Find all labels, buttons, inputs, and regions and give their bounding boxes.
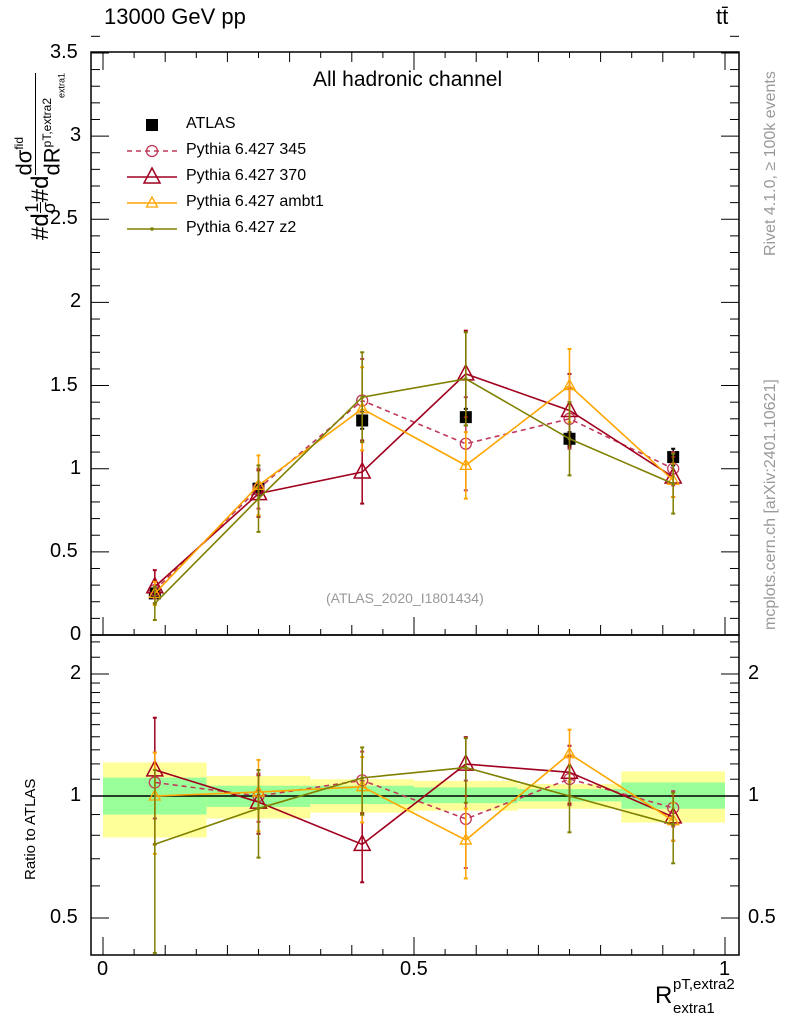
y-tick-label: 2 bbox=[70, 290, 82, 313]
y-tick-label: 3 bbox=[70, 124, 82, 147]
main-point-pythia-6-427-ambt1 bbox=[459, 458, 473, 471]
ratio-point-pythia-6-427-z2 bbox=[256, 806, 261, 811]
legend-label-345: Pythia 6.427 345 bbox=[186, 141, 307, 158]
main-point-pythia-6-427-z2 bbox=[671, 481, 675, 486]
legend-marker-pythia-6-427-370 bbox=[142, 166, 162, 184]
y-label-d2: #d bbox=[26, 175, 54, 203]
ratio-y-tick-label-right: 2 bbox=[748, 662, 760, 684]
legend-label-ambt1: Pythia 6.427 ambt1 bbox=[186, 193, 324, 210]
ratio-point-pythia-6-427-z2 bbox=[153, 842, 157, 847]
mcplots-label: mcplots.cern.ch [arXiv:2401.10621] bbox=[762, 379, 779, 630]
legend-label-z2: Pythia 6.427 z2 bbox=[186, 219, 297, 236]
ratio-y-tick-label: 1 bbox=[70, 784, 82, 806]
x-label-sub: extra1 bbox=[673, 1000, 715, 1017]
ratio-point-pythia-6-427-z2 bbox=[567, 794, 572, 798]
main-point-pythia-6-427-z2 bbox=[464, 377, 468, 381]
y-label-num2: dσ bbox=[11, 149, 37, 176]
x-label-base: R bbox=[655, 982, 673, 1009]
main-line-pythia-6-427-ambt1 bbox=[154, 384, 674, 594]
y-tick-label: 1.5 bbox=[50, 373, 78, 396]
ratio-point-pythia-6-427-ambt1 bbox=[562, 746, 577, 759]
chart-title: All hadronic channel bbox=[313, 68, 503, 91]
ratio-point-pythia-6-427-ambt1 bbox=[459, 832, 473, 845]
legend-marker-pythia-6-427-ambt1 bbox=[145, 195, 159, 208]
y-tick-label: 0.5 bbox=[50, 539, 78, 562]
y-tick-label: 3.5 bbox=[50, 40, 78, 63]
x-tick-label: 0.5 bbox=[400, 958, 428, 980]
x-axis-label: R pT,extra2 extra1 bbox=[655, 976, 735, 1017]
main-frame bbox=[90, 51, 740, 636]
ratio-y-tick-label-right: 0.5 bbox=[748, 906, 776, 928]
main-point-pythia-6-427-z2 bbox=[256, 496, 261, 501]
ratio-y-tick-label: 2 bbox=[70, 662, 82, 684]
ratio-y-tick-label-right: 1 bbox=[748, 784, 760, 806]
legend-marker-pythia-6-427-345 bbox=[145, 144, 159, 158]
x-label-sup: pT,extra2 bbox=[673, 976, 735, 993]
ratio-y-tick-label: 0.5 bbox=[50, 906, 78, 928]
legend-marker-pythia-6-427-z2 bbox=[150, 227, 154, 231]
x-tick-label: 0 bbox=[97, 958, 109, 980]
ratio-line-pythia-6-427-345 bbox=[154, 778, 674, 820]
y-tick-label: 0 bbox=[70, 623, 82, 645]
rivet-version-label: Rivet 4.1.0, ≥ 100k events bbox=[762, 71, 779, 256]
main-point-pythia-6-427-z2 bbox=[360, 395, 364, 399]
y-label-sup2: fid bbox=[12, 136, 26, 150]
legend-marker-atlas bbox=[146, 119, 158, 131]
x-tick-label: 1 bbox=[719, 958, 731, 980]
header-process: 13000 GeV pp bbox=[104, 4, 246, 29]
main-point-pythia-6-427-z2 bbox=[153, 601, 157, 606]
ratio-point-pythia-6-427-370 bbox=[352, 833, 372, 852]
main-line-pythia-6-427-345 bbox=[154, 399, 674, 591]
y-tick-label: 2.5 bbox=[50, 207, 78, 230]
header-final-state: tt̄ bbox=[716, 4, 729, 29]
ratio-y-axis-label: Ratio to ATLAS bbox=[22, 778, 39, 880]
ratio-point-pythia-6-427-z2 bbox=[360, 776, 364, 780]
ratio-line-pythia-6-427-z2 bbox=[154, 766, 674, 846]
ratio-point-pythia-6-427-z2 bbox=[671, 822, 675, 827]
legend-label-370: Pythia 6.427 370 bbox=[186, 167, 307, 184]
analysis-watermark: (ATLAS_2020_I1801434) bbox=[326, 590, 484, 606]
ratio-line-pythia-6-427-370 bbox=[154, 763, 674, 846]
main-point-pythia-6-427-z2 bbox=[567, 436, 572, 441]
ratio-point-pythia-6-427-z2 bbox=[464, 765, 468, 770]
ratio-frame bbox=[90, 634, 740, 956]
main-point-pythia-6-427-370 bbox=[352, 461, 372, 479]
y-tick-label: 1 bbox=[70, 456, 82, 479]
main-point-pythia-6-427-ambt1 bbox=[562, 378, 577, 391]
main-line-pythia-6-427-370 bbox=[154, 372, 674, 588]
y-label-frac2: dσfid dRpT,extra2extra1 bbox=[8, 72, 73, 176]
legend-label-atlas: ATLAS bbox=[186, 115, 236, 132]
main-line-pythia-6-427-z2 bbox=[154, 378, 674, 604]
ratio-line-pythia-6-427-ambt1 bbox=[154, 752, 674, 841]
y-label-sub3: extra1 bbox=[57, 72, 68, 98]
y-label-sup3: pT,extra2 bbox=[40, 98, 55, 148]
y-label-den2: dR bbox=[39, 147, 65, 176]
